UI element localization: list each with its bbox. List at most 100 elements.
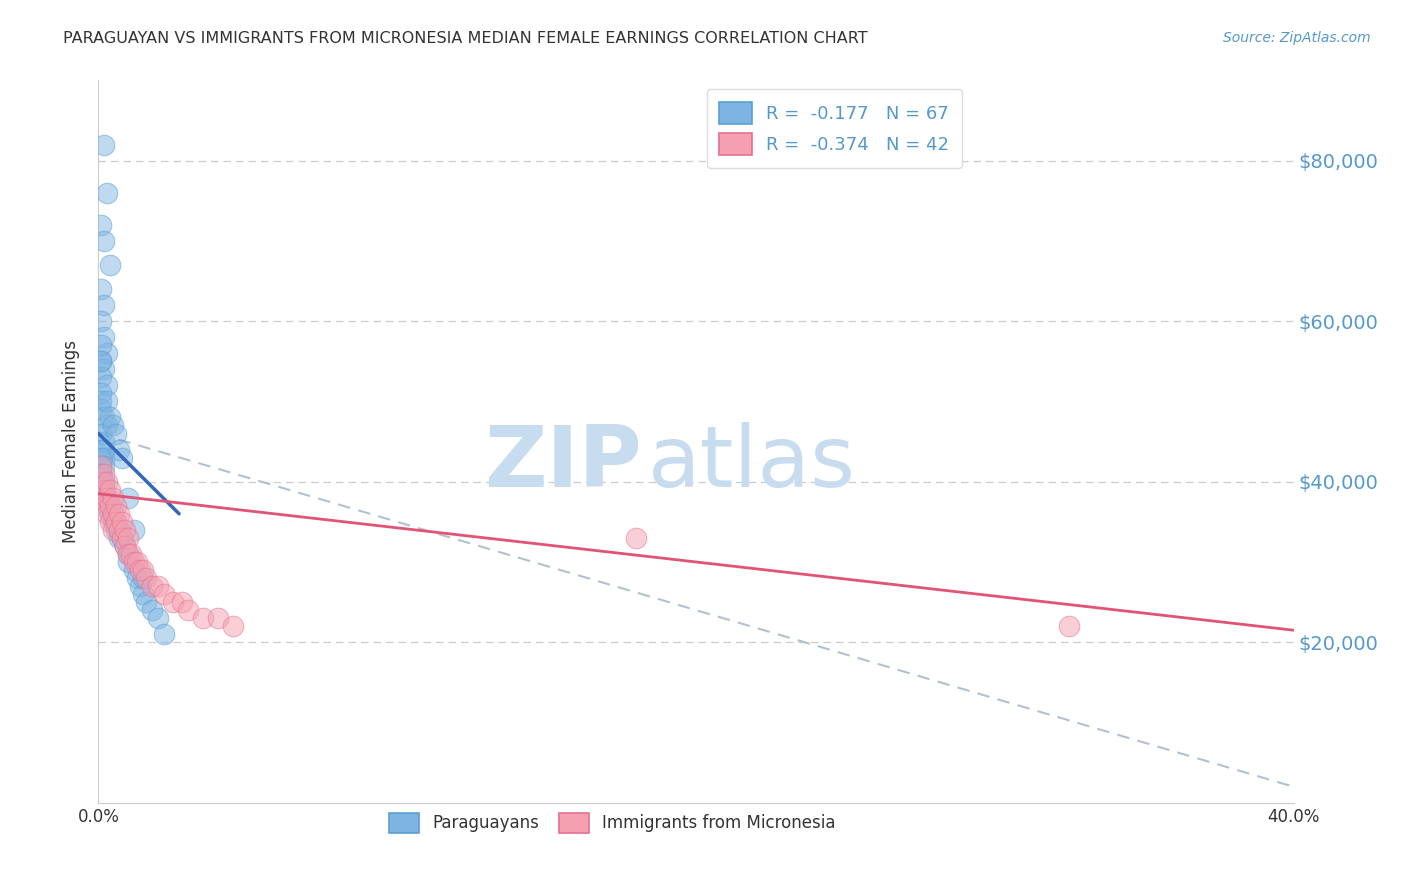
Point xyxy=(90,458,112,473)
Point xyxy=(105,515,128,529)
Point xyxy=(90,354,112,368)
Point xyxy=(148,611,170,625)
Point xyxy=(90,467,112,481)
Point xyxy=(108,523,131,537)
Point xyxy=(93,483,115,497)
Point xyxy=(626,531,648,545)
Point xyxy=(108,523,131,537)
Point xyxy=(207,611,229,625)
Point xyxy=(1059,619,1081,633)
Point xyxy=(162,595,184,609)
Point xyxy=(153,627,176,641)
Point xyxy=(148,579,170,593)
Point xyxy=(141,579,163,593)
Point xyxy=(96,499,118,513)
Point xyxy=(90,314,112,328)
Point xyxy=(132,587,155,601)
Point xyxy=(103,418,125,433)
Text: Source: ZipAtlas.com: Source: ZipAtlas.com xyxy=(1223,31,1371,45)
Point xyxy=(90,450,112,465)
Point xyxy=(124,555,146,569)
Point xyxy=(108,531,131,545)
Point xyxy=(108,507,131,521)
Point xyxy=(105,426,128,441)
Point xyxy=(90,354,112,368)
Point xyxy=(117,531,139,545)
Text: PARAGUAYAN VS IMMIGRANTS FROM MICRONESIA MEDIAN FEMALE EARNINGS CORRELATION CHAR: PARAGUAYAN VS IMMIGRANTS FROM MICRONESIA… xyxy=(63,31,868,46)
Point xyxy=(124,563,146,577)
Point xyxy=(96,346,118,360)
Point xyxy=(111,450,134,465)
Point xyxy=(90,442,112,457)
Point xyxy=(114,523,136,537)
Y-axis label: Median Female Earnings: Median Female Earnings xyxy=(62,340,80,543)
Point xyxy=(103,507,125,521)
Point xyxy=(90,491,112,505)
Point xyxy=(153,587,176,601)
Text: atlas: atlas xyxy=(648,422,856,505)
Point xyxy=(105,515,128,529)
Point xyxy=(108,442,131,457)
Point xyxy=(90,402,112,417)
Point xyxy=(96,378,118,392)
Point xyxy=(90,426,112,441)
Point xyxy=(90,386,112,401)
Point xyxy=(222,619,245,633)
Point xyxy=(98,410,122,425)
Point xyxy=(135,595,157,609)
Legend: Paraguayans, Immigrants from Micronesia: Paraguayans, Immigrants from Micronesia xyxy=(381,805,844,841)
Point xyxy=(114,539,136,553)
Point xyxy=(98,258,122,272)
Point xyxy=(111,515,134,529)
Point xyxy=(127,571,149,585)
Point xyxy=(96,418,118,433)
Point xyxy=(93,434,115,449)
Point xyxy=(132,563,155,577)
Point xyxy=(129,563,152,577)
Point xyxy=(96,475,118,489)
Point xyxy=(103,523,125,537)
Text: ZIP: ZIP xyxy=(485,422,643,505)
Point xyxy=(120,547,142,561)
Point xyxy=(90,458,112,473)
Point xyxy=(93,483,115,497)
Point xyxy=(90,475,112,489)
Point xyxy=(93,475,115,489)
Point xyxy=(117,491,139,505)
Point xyxy=(93,137,115,152)
Point xyxy=(90,218,112,232)
Point xyxy=(124,523,146,537)
Point xyxy=(127,555,149,569)
Point xyxy=(103,491,125,505)
Point xyxy=(117,547,139,561)
Point xyxy=(98,483,122,497)
Point xyxy=(96,491,118,505)
Point xyxy=(103,507,125,521)
Point xyxy=(129,579,152,593)
Point xyxy=(98,515,122,529)
Point xyxy=(93,362,115,376)
Point xyxy=(117,547,139,561)
Point xyxy=(96,394,118,409)
Point xyxy=(172,595,194,609)
Point xyxy=(111,531,134,545)
Point xyxy=(90,483,112,497)
Point xyxy=(96,507,118,521)
Point xyxy=(103,515,125,529)
Point xyxy=(135,571,157,585)
Point xyxy=(96,491,118,505)
Point xyxy=(93,467,115,481)
Point xyxy=(93,234,115,248)
Point xyxy=(177,603,200,617)
Point xyxy=(93,442,115,457)
Point xyxy=(93,410,115,425)
Point xyxy=(141,603,163,617)
Point xyxy=(114,539,136,553)
Point xyxy=(93,330,115,344)
Point xyxy=(117,555,139,569)
Point xyxy=(93,298,115,312)
Point xyxy=(98,499,122,513)
Point xyxy=(111,531,134,545)
Point xyxy=(98,507,122,521)
Point xyxy=(132,571,155,585)
